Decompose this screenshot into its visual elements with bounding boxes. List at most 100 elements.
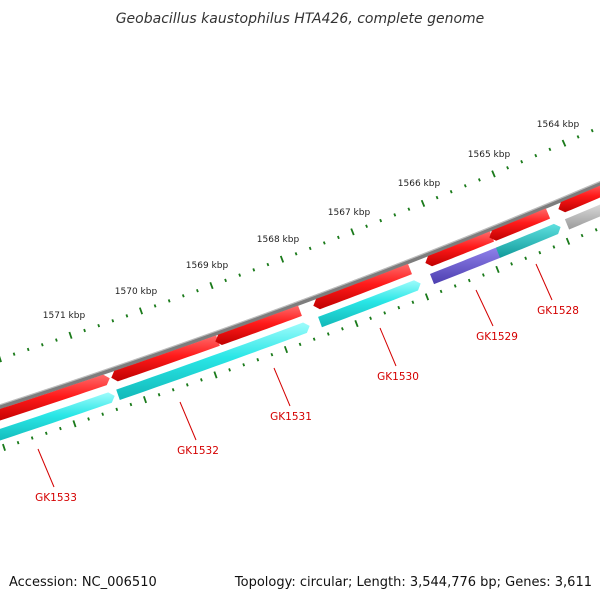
- gene-gk1530[interactable]: [318, 280, 421, 328]
- inner-tick-major: [2, 443, 6, 451]
- scale-tick-minor: [266, 262, 270, 267]
- scale-tick-minor: [322, 241, 326, 245]
- gene-grey[interactable]: [564, 201, 600, 230]
- scale-tick-minor: [26, 347, 30, 352]
- gene-red-5[interactable]: [425, 231, 495, 267]
- inner-ticks: [2, 228, 598, 451]
- scale-tick-minor: [83, 328, 86, 333]
- inner-tick-minor: [87, 417, 90, 421]
- scale-tick-minor: [252, 268, 256, 272]
- scale-tick-minor: [534, 153, 538, 158]
- scale-tick-minor: [167, 299, 171, 303]
- inner-tick-minor: [59, 426, 62, 431]
- scale-tick-minor: [294, 252, 298, 256]
- scale-tick-minor: [407, 207, 411, 211]
- gene-red-7[interactable]: [558, 182, 600, 213]
- scale-label-1568: 1568 kbp: [257, 235, 300, 245]
- gene-red-1[interactable]: [0, 374, 110, 424]
- inner-tick-minor: [453, 284, 457, 288]
- genome-summary-text: Topology: circular; Length: 3,544,776 bp…: [234, 575, 592, 590]
- label-connector: [273, 367, 291, 407]
- scale-tick-major: [279, 255, 285, 263]
- scale-label-1570: 1570 kbp: [115, 287, 158, 297]
- inner-tick-major: [495, 265, 500, 274]
- label-connector: [475, 289, 494, 327]
- scale-tick-minor: [449, 189, 453, 194]
- accession-text: Accession: NC_006510: [9, 575, 157, 590]
- label-connector: [535, 263, 553, 301]
- inner-tick-minor: [467, 278, 471, 283]
- scale-tick-minor: [181, 294, 185, 298]
- scale-tick-minor: [379, 218, 383, 223]
- gene-gk1529[interactable]: [429, 247, 503, 285]
- genome-backbone: [0, 181, 600, 410]
- inner-tick-minor: [439, 289, 443, 294]
- gene-label-gk1530[interactable]: GK1530: [377, 371, 419, 383]
- gene-gk1528[interactable]: [495, 223, 561, 258]
- scale-tick-major: [138, 307, 144, 315]
- label-connector: [37, 448, 55, 488]
- label-connector: [179, 401, 197, 441]
- gene-red-6[interactable]: [489, 208, 551, 241]
- scale-label-1565: 1565 kbp: [468, 150, 511, 160]
- inner-tick-minor: [115, 407, 119, 412]
- gene-red-4[interactable]: [313, 263, 412, 310]
- inner-tick-minor: [510, 262, 513, 266]
- inner-tick-minor: [101, 412, 105, 416]
- inner-tick-major: [143, 396, 147, 404]
- scale-tick-major: [209, 281, 214, 290]
- label-connector: [379, 327, 397, 367]
- inner-tick-major: [565, 237, 571, 245]
- scale-tick-minor: [365, 224, 368, 228]
- inner-tick-minor: [171, 388, 175, 392]
- inner-tick-minor: [129, 402, 133, 407]
- gene-red-2[interactable]: [111, 335, 220, 382]
- inner-tick-minor: [44, 431, 48, 435]
- inner-tick-minor: [326, 332, 330, 336]
- scale-tick-minor: [12, 352, 16, 356]
- scale-tick-minor: [196, 288, 199, 293]
- inner-tick-minor: [185, 383, 189, 387]
- scale-tick-minor: [153, 304, 157, 308]
- gene-label-gk1531[interactable]: GK1531: [270, 411, 312, 423]
- inner-tick-minor: [369, 316, 372, 320]
- scale-tick-minor: [576, 135, 580, 139]
- inner-tick-minor: [228, 368, 231, 372]
- scale-label-1566: 1566 kbp: [398, 179, 441, 189]
- gene-gk1532-gk1531[interactable]: [116, 322, 310, 400]
- gene-gk1533[interactable]: [0, 392, 115, 443]
- scale-tick-minor: [393, 213, 397, 217]
- scale-label-1569: 1569 kbp: [186, 261, 229, 271]
- gene-red-3[interactable]: [215, 305, 302, 346]
- inner-tick-major: [72, 420, 77, 428]
- inner-tick-minor: [341, 327, 344, 331]
- gene-label-gk1532[interactable]: GK1532: [177, 445, 219, 457]
- scale-tick-minor: [548, 147, 552, 152]
- inner-tick-minor: [200, 378, 203, 382]
- scale-tick-minor: [40, 343, 44, 347]
- scale-label-1567: 1567 kbp: [328, 208, 371, 218]
- scale-tick-minor: [337, 235, 340, 240]
- inner-tick-minor: [383, 311, 387, 315]
- scale-tick-minor: [506, 166, 510, 170]
- gene-label-gk1529[interactable]: GK1529: [476, 331, 518, 343]
- gene-label-gk1533[interactable]: GK1533: [35, 492, 77, 504]
- scale-tick-major: [0, 355, 2, 363]
- scale-tick-major: [350, 228, 355, 236]
- gene-label-connectors: [37, 263, 553, 488]
- scale-tick-minor: [308, 246, 312, 251]
- scale-tick-minor: [125, 314, 129, 318]
- genome-backbone-highlight: [0, 180, 600, 406]
- inner-tick-minor: [538, 250, 542, 255]
- scale-ticks: [0, 128, 594, 363]
- scale-tick-minor: [463, 184, 467, 188]
- inner-tick-minor: [580, 233, 584, 238]
- scale-tick-minor: [435, 195, 439, 200]
- scale-tick-minor: [224, 278, 227, 283]
- inner-tick-major: [213, 371, 218, 379]
- scale-tick-major: [68, 331, 73, 339]
- scale-tick-minor: [97, 323, 101, 328]
- inner-tick-major: [354, 319, 359, 328]
- gene-label-gk1528[interactable]: GK1528: [537, 305, 579, 317]
